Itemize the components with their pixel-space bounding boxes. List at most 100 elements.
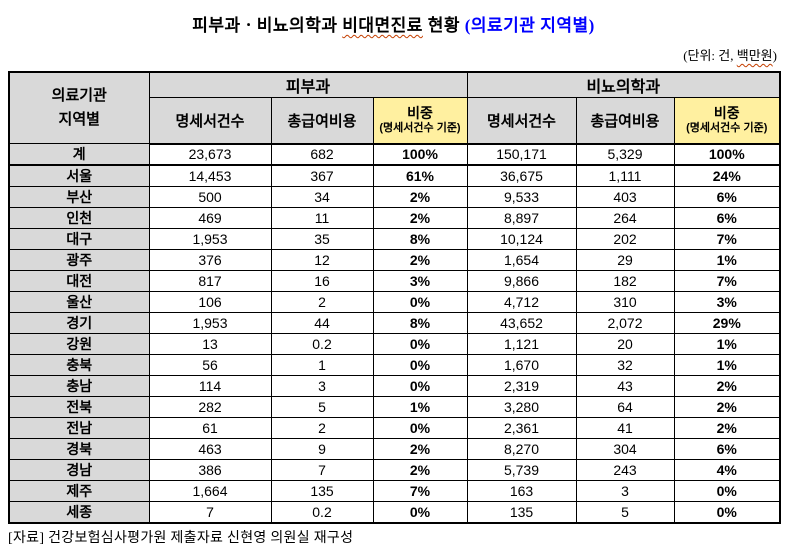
value-cell: 403 <box>575 186 675 208</box>
region-cell: 광주 <box>8 249 150 271</box>
share-cell: 100% <box>673 143 781 166</box>
share-cell: 7% <box>372 480 468 502</box>
value-cell: 12 <box>270 249 374 271</box>
share-header-title: 비중 <box>407 104 433 121</box>
value-cell: 3,280 <box>466 396 577 418</box>
value-cell: 5 <box>270 396 374 418</box>
value-cell: 56 <box>148 354 272 376</box>
value-cell: 7 <box>270 459 374 481</box>
region-cell: 전북 <box>8 396 150 418</box>
share-cell: 2% <box>372 249 468 271</box>
value-cell: 3 <box>575 480 675 502</box>
region-cell: 서울 <box>8 164 150 187</box>
table-row: 전남 61 2 0% 2,361 41 2% <box>8 417 781 439</box>
unit-note-post: ) <box>772 48 777 63</box>
value-cell: 1,670 <box>466 354 577 376</box>
share-cell: 29% <box>673 312 781 334</box>
table-row: 충남 114 3 0% 2,319 43 2% <box>8 375 781 397</box>
table-row: 울산 106 2 0% 4,712 310 3% <box>8 291 781 313</box>
table-row: 서울 14,453 367 61% 36,675 1,111 24% <box>8 164 781 187</box>
value-cell: 5,329 <box>575 143 675 166</box>
page: 피부과ㆍ비뇨의학과 비대면진료 현황 (의료기관 지역별) (단위: 건, 백만… <box>0 11 787 551</box>
share-header-note: (명세서건수 기준) <box>379 122 461 135</box>
share-cell: 2% <box>372 459 468 481</box>
value-cell: 469 <box>148 207 272 229</box>
value-cell: 1,121 <box>466 333 577 355</box>
value-cell: 243 <box>575 459 675 481</box>
table-row: 충북 56 1 0% 1,670 32 1% <box>8 354 781 376</box>
table-row: 경남 386 7 2% 5,739 243 4% <box>8 459 781 481</box>
subheader-derm-cost: 총급여비용 <box>270 97 374 145</box>
corner-header-region: 의료기관 지역별 <box>8 71 150 144</box>
value-cell: 163 <box>466 480 577 502</box>
region-cell: 경기 <box>8 312 150 334</box>
value-cell: 9,866 <box>466 270 577 292</box>
region-cell: 울산 <box>8 291 150 313</box>
title-underlined-word: 비대면진료 <box>342 16 423 35</box>
unit-note-pre: (단위: 건, <box>683 48 737 63</box>
region-cell: 경북 <box>8 438 150 460</box>
region-cell: 부산 <box>8 186 150 208</box>
value-cell: 16 <box>270 270 374 292</box>
table-row: 대전 817 16 3% 9,866 182 7% <box>8 270 781 292</box>
share-cell: 0% <box>372 417 468 439</box>
region-cell: 계 <box>8 143 150 166</box>
value-cell: 7 <box>148 501 272 524</box>
table-row: 제주 1,664 135 7% 163 3 0% <box>8 480 781 502</box>
value-cell: 500 <box>148 186 272 208</box>
value-cell: 202 <box>575 228 675 250</box>
value-cell: 1,654 <box>466 249 577 271</box>
corner-header-line2: 지역별 <box>58 111 100 128</box>
value-cell: 817 <box>148 270 272 292</box>
share-cell: 100% <box>372 143 468 166</box>
share-cell: 7% <box>673 228 781 250</box>
value-cell: 135 <box>466 501 577 524</box>
share-cell: 0% <box>372 291 468 313</box>
value-cell: 32 <box>575 354 675 376</box>
value-cell: 310 <box>575 291 675 313</box>
value-cell: 23,673 <box>148 143 272 166</box>
share-cell: 2% <box>673 417 781 439</box>
share-cell: 0% <box>673 501 781 524</box>
value-cell: 1,111 <box>575 164 675 187</box>
value-cell: 36,675 <box>466 164 577 187</box>
value-cell: 2 <box>270 417 374 439</box>
share-cell: 0% <box>673 480 781 502</box>
value-cell: 43,652 <box>466 312 577 334</box>
group-header-urology: 비뇨의학과 <box>466 71 781 98</box>
value-cell: 5,739 <box>466 459 577 481</box>
value-cell: 9 <box>270 438 374 460</box>
subheader-uro-cost: 총급여비용 <box>575 97 675 145</box>
region-cell: 경남 <box>8 459 150 481</box>
share-cell: 1% <box>673 249 781 271</box>
value-cell: 44 <box>270 312 374 334</box>
region-cell: 강원 <box>8 333 150 355</box>
value-cell: 11 <box>270 207 374 229</box>
share-cell: 2% <box>673 375 781 397</box>
region-cell: 대구 <box>8 228 150 250</box>
share-cell: 0% <box>372 354 468 376</box>
region-cell: 충북 <box>8 354 150 376</box>
corner-header-line1: 의료기관 <box>51 87 107 104</box>
region-cell: 전남 <box>8 417 150 439</box>
value-cell: 43 <box>575 375 675 397</box>
share-cell: 1% <box>673 354 781 376</box>
value-cell: 114 <box>148 375 272 397</box>
table-row: 강원 13 0.2 0% 1,121 20 1% <box>8 333 781 355</box>
value-cell: 150,171 <box>466 143 577 166</box>
value-cell: 264 <box>575 207 675 229</box>
share-header-title: 비중 <box>713 104 740 121</box>
title-accent: (의료기관 지역별) <box>464 16 595 35</box>
value-cell: 682 <box>270 143 374 166</box>
table-row: 경북 463 9 2% 8,270 304 6% <box>8 438 781 460</box>
share-cell: 2% <box>673 396 781 418</box>
unit-note-underlined-word: 백만원 <box>736 48 773 63</box>
value-cell: 106 <box>148 291 272 313</box>
share-cell: 2% <box>372 207 468 229</box>
value-cell: 1,953 <box>148 228 272 250</box>
value-cell: 1 <box>270 354 374 376</box>
title-text-pre: 피부과ㆍ비뇨의학과 <box>192 16 343 35</box>
subheader-derm-claims: 명세서건수 <box>148 97 272 145</box>
region-cell: 제주 <box>8 480 150 502</box>
value-cell: 1,664 <box>148 480 272 502</box>
